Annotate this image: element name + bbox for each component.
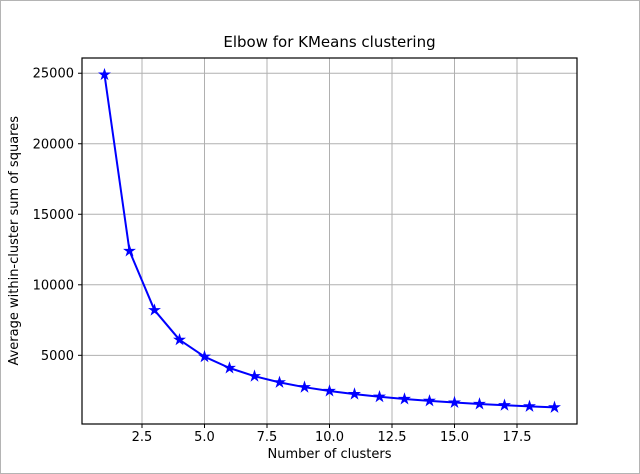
x-tick-label: 7.5 <box>257 430 278 445</box>
y-axis-label: Average within-cluster sum of squares <box>6 116 22 366</box>
x-tick-label: 2.5 <box>132 430 153 445</box>
data-point-marker <box>448 395 461 409</box>
data-point-marker <box>348 387 361 400</box>
data-point-marker <box>98 67 111 81</box>
x-tick-label: 12.5 <box>378 430 407 445</box>
data-point-marker <box>148 303 161 316</box>
data-point-marker <box>298 380 311 393</box>
y-axis-label-wrap: Average within-cluster sum of squares <box>5 58 23 424</box>
data-point-marker <box>273 375 286 388</box>
y-tick-label: 15000 <box>33 208 74 223</box>
data-point-marker <box>523 399 536 412</box>
data-point-marker <box>498 398 511 411</box>
x-axis-label: Number of clusters <box>267 447 392 462</box>
data-point-marker <box>373 389 386 403</box>
data-point-marker <box>423 394 436 407</box>
data-point-marker <box>398 392 411 405</box>
y-tick-label: 25000 <box>33 67 74 82</box>
data-point-marker <box>323 384 336 397</box>
y-tick-label: 20000 <box>33 137 74 152</box>
x-tick-label: 5.0 <box>194 430 215 445</box>
y-tick-label: 5000 <box>41 349 74 364</box>
x-tick-label: 17.5 <box>503 430 532 445</box>
x-tick-label: 15.0 <box>440 430 469 445</box>
x-tick-label: 10.0 <box>315 430 344 445</box>
data-point-marker <box>548 400 561 413</box>
data-point-marker <box>173 333 186 346</box>
data-point-marker <box>223 361 236 374</box>
data-point-marker <box>198 349 211 363</box>
data-point-marker <box>123 244 136 257</box>
chart-title: Elbow for KMeans clustering <box>223 33 436 51</box>
data-point-marker <box>248 369 261 382</box>
y-tick-label: 10000 <box>33 278 74 293</box>
data-point-marker <box>473 397 486 410</box>
